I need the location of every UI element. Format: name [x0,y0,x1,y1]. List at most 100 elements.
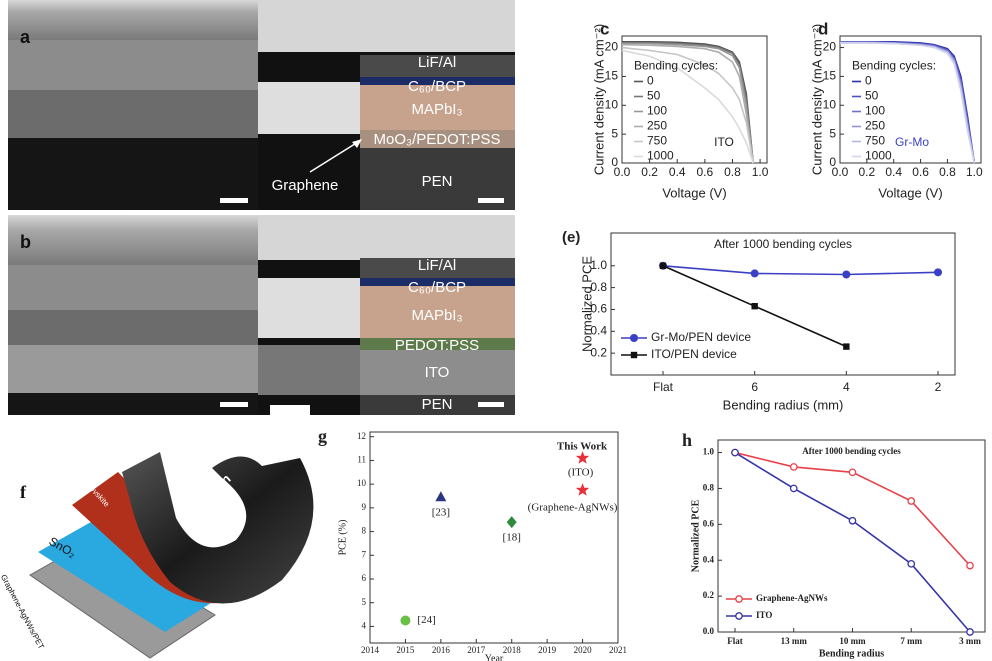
y-tick-label: 0.2 [703,590,715,600]
plot-frame [369,431,619,644]
sem-layer [258,0,515,52]
sem-layer [8,0,258,40]
annotation: This Work [557,441,608,453]
y-tick-label: 0.4 [703,554,715,564]
series-line [662,264,939,276]
x-axis-label: Year [485,653,504,661]
legend-label: ITO [756,610,772,620]
legend-label: 250 [865,119,885,133]
layer-label: C₆₀/BCP [408,279,466,296]
layer-label: MAPbI₃ [411,101,462,118]
scale-bar [478,198,504,203]
point-label: [23] [432,507,450,519]
layer-label: C₆₀/BCP [408,78,466,95]
marker [659,262,667,269]
x-tick-label: 2017 [467,645,486,655]
series-line [621,49,754,164]
x-tick-label: 0.0 [614,165,631,179]
y-tick-label: 0.0 [703,626,715,636]
x-tick-label: Flat [727,636,743,646]
sem-layer [8,310,258,345]
x-tick-label: 7 mm [900,636,922,646]
y-tick-label: 1.0 [703,447,715,457]
sem-layer [258,82,360,134]
marker [848,468,857,477]
y-axis-label: Current density (mA cm⁻²) [591,24,606,175]
scale-bar [478,402,504,407]
layer-band [360,278,515,286]
series-line [621,43,754,164]
layer-label: PEN [422,396,453,413]
panel-label: b [20,232,31,252]
x-tick-label: 13 mm [781,636,808,646]
panel-label: g [318,426,327,446]
x-tick-label: 0.8 [939,165,956,179]
callout-label: Graphene [272,177,339,194]
x-tick-label: 0.0 [832,165,849,179]
x-tick-label: 6 [751,380,758,394]
y-tick-label: 0.2 [590,345,607,359]
series-line [622,42,754,164]
panel-a: a LiF/Al C₆₀/BCP MAPbI₃ MoO₃/PEDOT:PSS P… [8,0,515,210]
legend-label: Gr-Mo/PEN device [651,330,751,344]
y-axis-label: Normalized PCE [579,256,594,352]
x-axis-label: Voltage (V) [878,185,942,200]
sem-layer [8,265,258,310]
sem-layer [8,345,258,393]
x-tick-label: 0.2 [859,165,876,179]
point-label: (ITO) [568,467,594,479]
layer-label: PEDOT:PSS [395,337,479,354]
sem-layer [258,278,360,338]
layer-label: MAPbI₃ [411,307,462,324]
marker [400,615,411,626]
plot-frame [839,35,982,164]
sno2-layer [38,518,222,632]
scale-bar [270,405,310,415]
panel-f: f Carbon Perovskite SnO₂ Graphene-AgNWs/… [0,452,314,659]
marker [842,270,851,279]
marker [843,343,850,350]
layer-label: Carbon [189,471,234,512]
layer-band [360,286,515,338]
legend-label: Graphene-AgNWs [756,593,828,603]
series-line [622,40,754,164]
y-tick-label: 0.8 [703,483,715,493]
x-axis-label: Voltage (V) [662,185,726,200]
legend-marker [735,612,743,620]
y-tick-label: 10 [823,97,837,111]
legend-label: 100 [647,104,667,118]
point-label: (Graphene-AgNWs) [528,502,618,514]
y-axis-label: Normalized PCE [690,499,701,572]
x-tick-label: 1.0 [966,165,983,179]
marker [966,628,974,636]
x-tick-label: 0.6 [697,165,714,179]
y-tick-label: 5 [829,126,836,140]
marker [934,268,942,277]
legend-label: 1000 [647,149,674,163]
plot-frame [610,232,956,376]
legend-marker [630,351,638,359]
legend-label: 100 [865,104,885,118]
y-tick-label: 10 [605,97,619,111]
layer-band [360,85,515,130]
chart: (e) After 1000 bending cycles Bending radi… [562,229,956,412]
layer-label: MoO₃/PEDOT:PSS [374,131,501,148]
legend-label: ITO/PEN device [651,347,737,361]
sem-layer [8,215,258,265]
y-tick-label: 0 [611,155,618,169]
chart: d Voltage (V) Current density (mA cm⁻²) 0 5 1… [809,19,983,200]
x-tick-label: 4 [843,380,850,394]
legend-title: Bending cycles: [852,59,936,73]
chart: g Year PCE (%) 4 5 6 7 8 9 10 11 12 2014 2015 2016 2017… [318,426,627,661]
layer-label: ITO [425,364,450,381]
x-tick-label: 2019 [538,645,557,655]
y-tick-label: 20 [605,40,619,54]
sem-layer [8,90,258,138]
x-tick-label: 10 mm [839,636,866,646]
layer-label: LiF/Al [418,54,456,71]
marker [506,516,517,529]
layer-label: Graphene-AgNWs/PET [0,573,46,651]
marker [848,516,857,525]
x-tick-label: 2014 [361,645,380,655]
